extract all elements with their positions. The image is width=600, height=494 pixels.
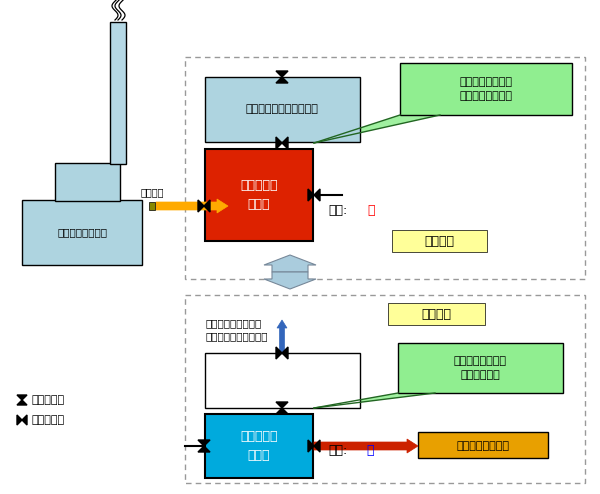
Polygon shape [277, 320, 287, 352]
Polygon shape [276, 408, 288, 414]
Text: 圧力を上げて二酸
化炭素のみを吸着: 圧力を上げて二酸 化炭素のみを吸着 [460, 78, 512, 101]
Text: 圧力を下げて二酸
化炭素を脱着: 圧力を下げて二酸 化炭素を脱着 [454, 356, 506, 379]
Bar [205, 353, 360, 408]
Text: 高: 高 [367, 204, 374, 216]
Text: ：バルブ閉: ：バルブ閉 [32, 395, 65, 405]
Polygon shape [198, 446, 210, 452]
Bar [185, 295, 585, 483]
Polygon shape [314, 439, 418, 453]
Polygon shape [282, 347, 288, 359]
Bar [388, 303, 485, 325]
Text: 二酸化炭素を回収: 二酸化炭素を回収 [457, 441, 509, 451]
Bar [55, 163, 120, 201]
Bar [205, 414, 313, 478]
Bar [418, 432, 548, 458]
Bar [149, 202, 155, 210]
Text: 二酸化炭素を除いた排気: 二酸化炭素を除いた排気 [245, 104, 319, 114]
Text: 圧力:: 圧力: [328, 204, 347, 216]
Polygon shape [314, 440, 320, 452]
Bar [392, 230, 487, 252]
Polygon shape [264, 255, 316, 272]
Polygon shape [308, 440, 314, 452]
Polygon shape [276, 137, 282, 149]
Text: 二酸化炭素
吸着材: 二酸化炭素 吸着材 [240, 430, 278, 462]
Bar [205, 149, 313, 241]
Text: 二酸化炭素
吸着材: 二酸化炭素 吸着材 [240, 179, 278, 211]
Text: 圧力:: 圧力: [328, 444, 347, 456]
Polygon shape [264, 272, 316, 289]
Bar [398, 343, 563, 393]
Bar [205, 77, 360, 142]
Polygon shape [314, 189, 320, 201]
Polygon shape [276, 347, 282, 359]
Text: 火力発電所や工場: 火力発電所や工場 [57, 227, 107, 237]
Text: 吸着過程: 吸着過程 [424, 235, 454, 247]
Text: ：バルブ開: ：バルブ開 [32, 415, 65, 425]
Polygon shape [276, 77, 288, 83]
Bar [110, 22, 126, 164]
Polygon shape [204, 200, 210, 212]
Polygon shape [198, 440, 210, 446]
Polygon shape [17, 400, 27, 405]
Text: 脱着過程: 脱着過程 [421, 307, 451, 321]
Bar [400, 63, 572, 115]
Polygon shape [282, 137, 288, 149]
Polygon shape [308, 189, 314, 201]
Polygon shape [22, 415, 27, 425]
Polygon shape [17, 415, 22, 425]
Text: 低: 低 [366, 444, 373, 456]
Text: 二酸化炭素を除いた
排気（煙突から排出）: 二酸化炭素を除いた 排気（煙突から排出） [205, 318, 268, 341]
Polygon shape [314, 393, 435, 408]
Polygon shape [314, 115, 440, 143]
Polygon shape [156, 199, 228, 213]
Text: 排出ガス: 排出ガス [140, 187, 164, 197]
Bar [22, 200, 142, 265]
Bar [185, 57, 585, 279]
Polygon shape [17, 395, 27, 400]
Polygon shape [198, 200, 204, 212]
Polygon shape [276, 71, 288, 77]
Polygon shape [276, 402, 288, 408]
